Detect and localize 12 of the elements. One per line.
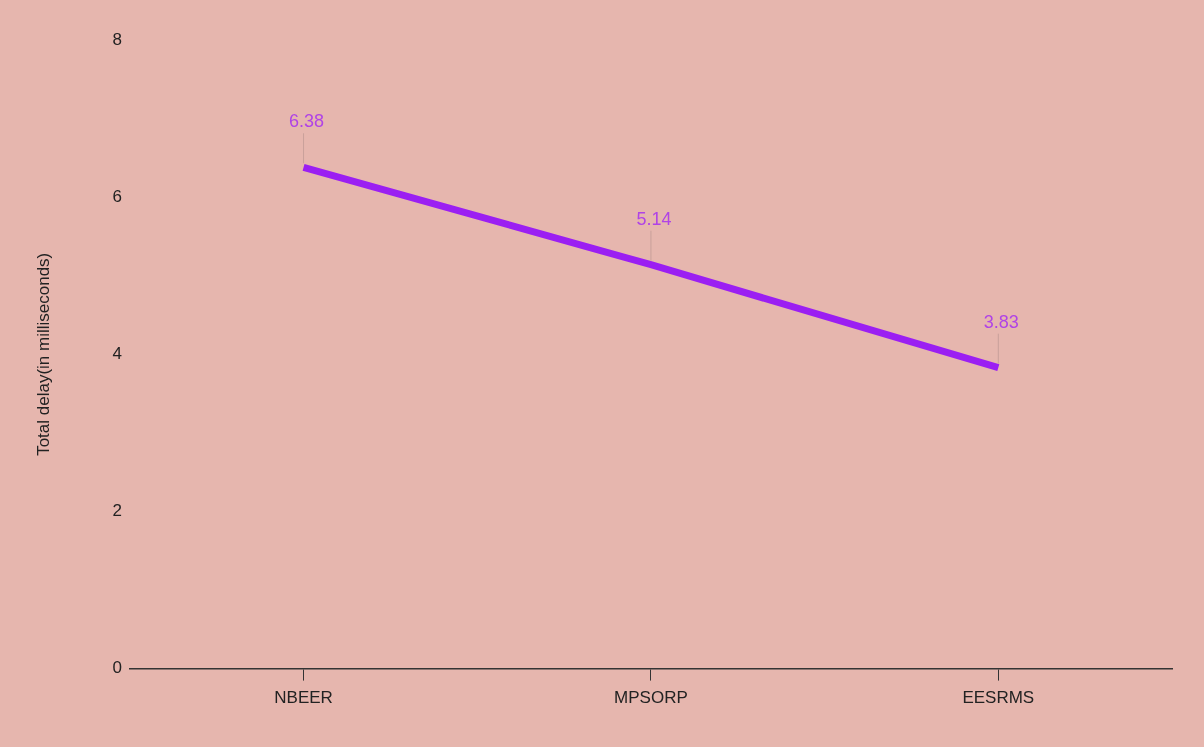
data-label: 3.83 xyxy=(983,311,1019,332)
x-tick-label: MPSORP xyxy=(614,688,688,708)
y-axis-title: Total delay(in milliseconds) xyxy=(33,252,53,456)
x-tick-label: NBEER xyxy=(274,688,333,708)
y-tick-label: 4 xyxy=(112,343,122,363)
y-tick-label: 0 xyxy=(112,658,122,678)
y-tick-label: 6 xyxy=(112,186,122,206)
y-tick-label: 2 xyxy=(112,501,122,521)
data-label: 5.14 xyxy=(636,208,672,229)
data-label: 6.38 xyxy=(289,111,325,132)
x-tick-label: EESRMS xyxy=(962,688,1035,708)
y-tick-label: 8 xyxy=(112,29,122,49)
